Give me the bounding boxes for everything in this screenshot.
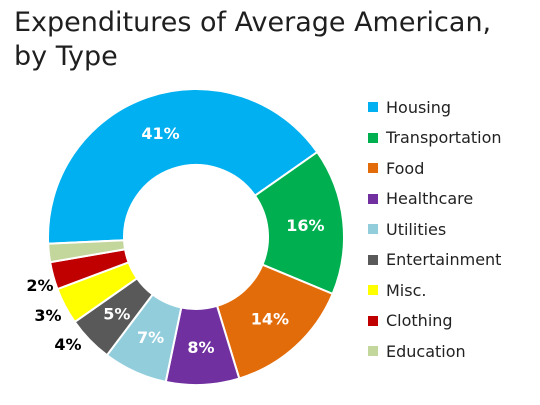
legend-item-education: Education [368,336,502,367]
legend-item-transportation: Transportation [368,123,502,154]
legend-label: Food [386,158,425,178]
data-label-entertainment: 5% [103,304,130,323]
data-label-food: 14% [251,309,289,328]
legend-swatch [368,102,378,113]
legend-label: Clothing [386,311,453,331]
data-label-housing: 41% [141,124,179,143]
slice-housing [47,88,319,245]
legend-item-clothing: Clothing [368,306,502,337]
legend-swatch [368,224,378,235]
legend-swatch [368,254,378,265]
legend-swatch [368,193,378,204]
legend-label: Transportation [386,128,502,148]
chart-title-line-2: by Type [14,41,118,72]
legend-label: Healthcare [386,189,474,209]
data-label-utilities: 7% [137,328,164,347]
legend-item-misc: Misc. [368,275,502,306]
legend-label: Education [386,341,466,361]
legend-swatch [368,315,378,326]
data-label-education: 2% [26,276,53,295]
chart-legend: Housing Transportation Food Healthcare Utili… [368,92,502,367]
legend-label: Utilities [386,219,447,239]
data-label-clothing: 3% [34,306,61,325]
data-label-healthcare: 8% [187,338,214,357]
legend-item-housing: Housing [368,92,502,123]
legend-swatch [368,163,378,174]
legend-item-utilities: Utilities [368,214,502,245]
chart-title-line-1: Expenditures of Average American, [14,7,492,38]
legend-swatch [368,285,378,296]
data-label-misc: 4% [54,335,81,354]
legend-label: Housing [386,97,452,117]
legend-label: Misc. [386,280,427,300]
data-label-transportation: 16% [286,216,324,235]
legend-swatch [368,132,378,143]
legend-item-healthcare: Healthcare [368,184,502,215]
legend-label: Entertainment [386,250,502,270]
legend-item-entertainment: Entertainment [368,245,502,276]
chart-title: Expenditures of Average American, by Typ… [14,6,534,74]
legend-item-food: Food [368,153,502,184]
legend-swatch [368,346,378,357]
slice-education [47,239,127,264]
